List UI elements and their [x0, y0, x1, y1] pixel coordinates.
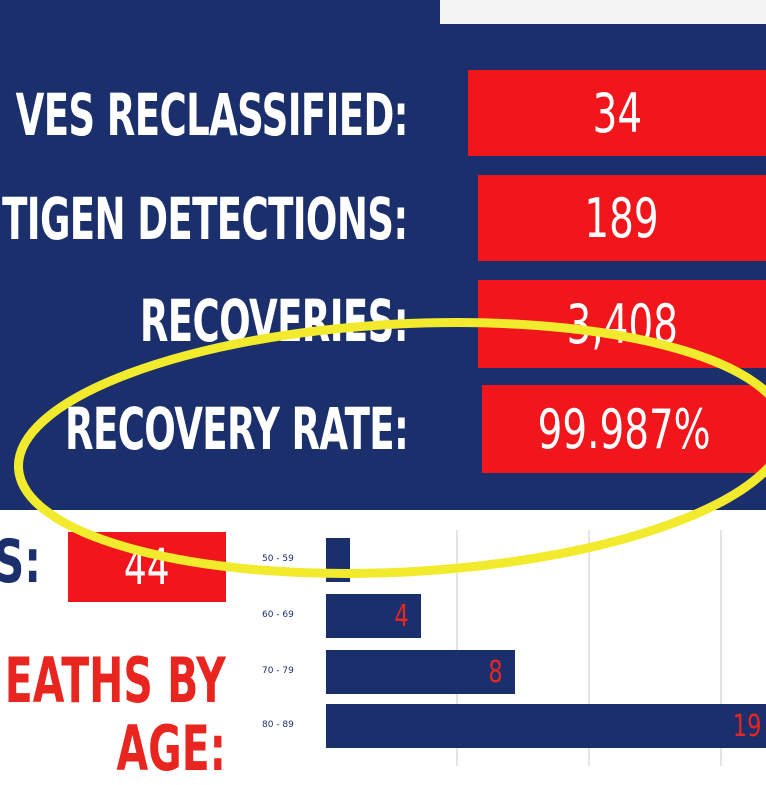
bar-value-label: 4 [394, 598, 409, 634]
stat-value-recovery-rate: 99.987% [482, 385, 766, 473]
bar-value-label: 19 [732, 708, 762, 744]
age-tick-label: 80 - 89 [262, 720, 294, 730]
age-tick-label: 50 - 59 [262, 554, 294, 564]
deaths-total: 44 [68, 532, 226, 602]
age-tick-label: 70 - 79 [262, 666, 294, 676]
deaths-by-age-title: EATHS BY [5, 644, 226, 717]
stat-value-antigen-detections: 189 [478, 175, 766, 261]
deaths-label: S: [0, 527, 42, 597]
top-value-box [440, 0, 766, 24]
deaths-by-age-title-2: AGE: [116, 712, 226, 785]
age-bar: 4 [326, 594, 421, 638]
bar-value-label: 8 [488, 654, 504, 690]
stat-label-recovery-rate: RECOVERY RATE: [64, 395, 409, 463]
stat-label-reclassified: VES RECLASSIFIED: [15, 81, 409, 149]
age-tick-label: 60 - 69 [262, 610, 294, 620]
stat-value-recoveries: 3,408 [478, 280, 766, 368]
grid-line [588, 530, 590, 766]
stat-value-reclassified: 34 [468, 70, 766, 156]
age-bar: 19 [326, 704, 766, 748]
age-bar: 1 [326, 538, 350, 582]
age-bar: 8 [326, 650, 516, 694]
stat-label-recoveries: RECOVERIES: [139, 287, 409, 355]
grid-line [720, 530, 722, 766]
grid-line [456, 530, 458, 766]
stat-label-antigen-detections: TIGEN DETECTIONS: [2, 185, 409, 253]
